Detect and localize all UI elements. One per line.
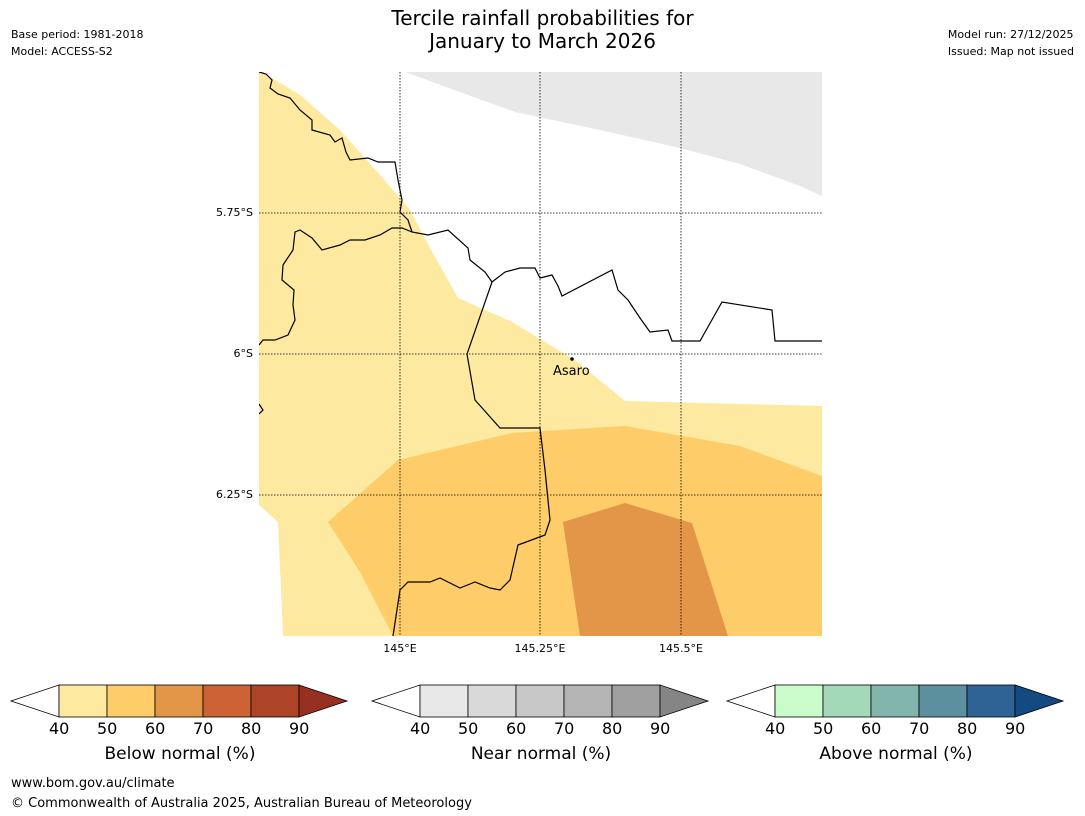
near-normal-region: [405, 72, 822, 196]
cb1-tick: 50: [97, 719, 118, 738]
base-period: Base period: 1981-2018: [11, 28, 144, 41]
cb1-title: Below normal (%): [104, 744, 256, 764]
colorbar-graphics: [9, 684, 1065, 718]
title-line-1: Tercile rainfall probabilities for: [391, 6, 694, 30]
legend-area: 40 50 60 70 80 90 Below normal (%) 40 50…: [0, 680, 1085, 770]
colorbar-segment: [202, 684, 252, 718]
colorbar-over-triangle: [1014, 684, 1065, 718]
cb1-tick: 70: [193, 719, 214, 738]
colorbar-segment: [870, 684, 920, 718]
cb2-tick: 60: [506, 719, 527, 738]
cb3-tick: 60: [861, 719, 882, 738]
cb3-tick: 40: [765, 719, 786, 738]
footer-website: www.bom.gov.au/climate: [11, 776, 175, 791]
borders: [259, 72, 822, 636]
colorbar-segment: [250, 684, 300, 718]
inner-border: [392, 281, 551, 636]
colorbar-segment: [515, 684, 565, 718]
colorbar-segment: [467, 684, 517, 718]
model-name: Model: ACCESS-S2: [11, 45, 113, 58]
map-area: [259, 72, 822, 636]
place-marker: [570, 357, 574, 361]
cb3-tick: 50: [813, 719, 834, 738]
coastline-fragment: [259, 403, 264, 415]
cb2-tick: 90: [650, 719, 671, 738]
cb3-title: Above normal (%): [819, 744, 973, 764]
place-label: Asaro: [553, 364, 590, 379]
meta-right: Model run: 27/12/2025 Issued: Map not is…: [948, 26, 1074, 60]
cb1-tick: 60: [145, 719, 166, 738]
coastline-west: [259, 227, 413, 346]
lat-label: 6.25°S: [216, 488, 253, 501]
colorbar-under-triangle: [725, 684, 776, 718]
issued-status: Issued: Map not issued: [947, 45, 1074, 58]
cb2-tick: 40: [410, 719, 431, 738]
colorbar-segment: [419, 684, 469, 718]
colorbar-segment: [58, 684, 108, 718]
below-normal-60-70-region: [563, 503, 728, 636]
footer-copyright: © Commonwealth of Australia 2025, Austra…: [11, 796, 472, 811]
lat-label: 6°S: [233, 347, 253, 360]
model-run: Model run: 27/12/2025: [947, 28, 1074, 41]
cb2-tick: 50: [458, 719, 479, 738]
cb3-tick: 80: [957, 719, 978, 738]
title-line-2: January to March 2026: [429, 29, 656, 53]
colorbar-segment: [563, 684, 613, 718]
colorbar-under-triangle: [9, 684, 60, 718]
colorbar-segment: [822, 684, 872, 718]
lat-label: 5.75°S: [216, 206, 253, 219]
cb1-tick: 40: [49, 719, 70, 738]
colorbar-segment: [611, 684, 661, 718]
lon-label: 145°E: [383, 642, 417, 655]
colorbar-under-triangle: [370, 684, 421, 718]
graticule: [259, 72, 822, 636]
colorbar-over-triangle: [298, 684, 349, 718]
cb2-tick: 70: [554, 719, 575, 738]
map-title: Tercile rainfall probabilities for Janua…: [0, 7, 1085, 53]
meta-left: Base period: 1981-2018 Model: ACCESS-S2: [11, 26, 143, 60]
cb1-tick: 80: [241, 719, 262, 738]
coastline-north: [259, 72, 822, 342]
colorbar-segment: [966, 684, 1016, 718]
colorbar-segment: [918, 684, 968, 718]
colorbar-segment: [774, 684, 824, 718]
colorbar-over-triangle: [659, 684, 710, 718]
cb2-title: Near normal (%): [470, 744, 612, 764]
lon-label: 145.25°E: [514, 642, 566, 655]
cb2-tick: 80: [602, 719, 623, 738]
lon-label: 145.5°E: [659, 642, 703, 655]
colorbar-segment: [154, 684, 204, 718]
colorbar-segment: [106, 684, 156, 718]
cb3-tick: 70: [909, 719, 930, 738]
cb1-tick: 90: [289, 719, 310, 738]
cb3-tick: 90: [1005, 719, 1026, 738]
